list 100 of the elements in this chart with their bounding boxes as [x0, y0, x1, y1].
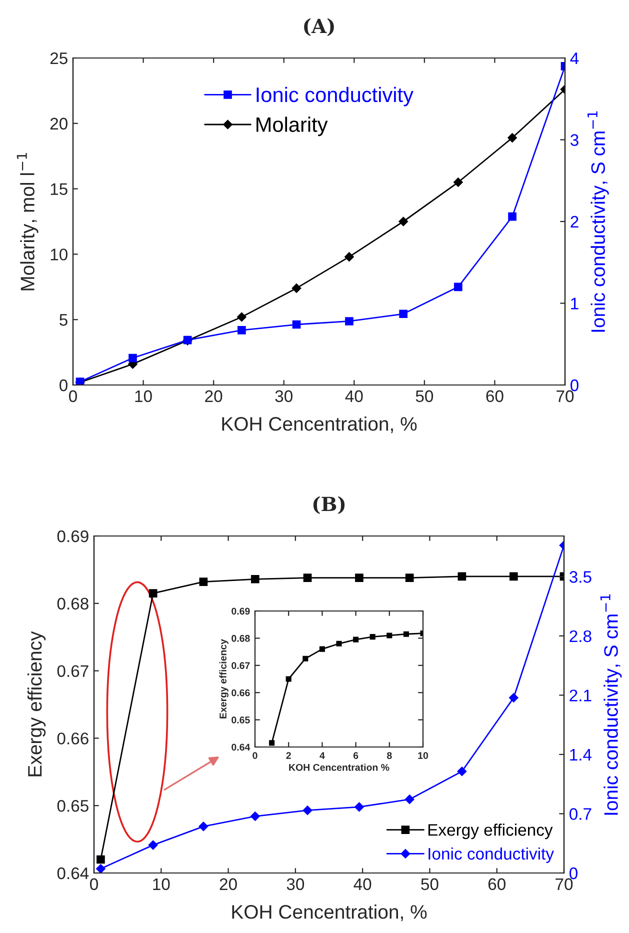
x-tick-label: 0 — [252, 752, 258, 759]
point — [345, 317, 354, 326]
point — [199, 578, 208, 586]
point — [509, 572, 518, 581]
point — [399, 310, 408, 318]
y-tick-label: 0.68 — [57, 598, 88, 610]
y-tick-label: 0 — [60, 379, 68, 392]
y2-tick-label: 0 — [570, 867, 578, 880]
point — [404, 794, 414, 804]
point — [454, 178, 463, 187]
point — [454, 282, 462, 292]
point — [508, 212, 516, 221]
y2-axis-title: Ionic conductivity, S cm$^{−1}$ — [600, 594, 622, 815]
y2-tick-label: 1.4 — [570, 749, 592, 760]
x-tick-label: 70 — [556, 390, 574, 402]
y-tick-label: 5 — [60, 314, 68, 326]
y2-tick-label: 3 — [570, 134, 578, 146]
point — [458, 572, 466, 581]
y-tick-label: 0.65 — [57, 800, 88, 812]
x-tick-label: 40 — [345, 390, 363, 402]
point — [292, 320, 301, 329]
x-tick-label: 30 — [286, 878, 304, 890]
point — [250, 812, 260, 821]
legend-label: Molarity — [256, 116, 328, 136]
x-tick-label: 2 — [286, 752, 291, 759]
point — [370, 634, 376, 640]
y2-tick-label: 2.8 — [570, 630, 592, 642]
x-tick-label: 10 — [153, 878, 170, 890]
point — [286, 676, 292, 682]
point — [457, 766, 467, 776]
point — [319, 646, 325, 652]
point — [292, 284, 302, 293]
point — [344, 252, 354, 262]
point — [336, 640, 342, 646]
x-tick-label: 20 — [220, 878, 237, 890]
y-tick-label: 0.69 — [232, 608, 250, 615]
chart-title: (B) — [313, 496, 345, 514]
point — [386, 632, 392, 638]
x-axis-title: KOH Cencentration % — [289, 764, 390, 771]
point — [303, 574, 312, 582]
y2-axis-title: Ionic conductivity, S cm$^{−1}$ — [587, 111, 609, 332]
legend-label: Ionic conductivity — [428, 847, 554, 863]
x-tick-label: 60 — [488, 878, 506, 890]
x-tick-label: 10 — [418, 752, 428, 759]
point — [148, 840, 158, 850]
point — [128, 354, 137, 362]
y-tick-label: 0.66 — [232, 689, 250, 696]
point — [238, 326, 246, 334]
x-tick-label: 30 — [275, 390, 292, 402]
point — [403, 631, 409, 637]
x-tick-label: 6 — [353, 752, 358, 759]
point — [405, 574, 414, 582]
x-axis-title: KOH Cencentration, % — [222, 416, 417, 434]
y-tick-label: 0.67 — [232, 662, 250, 670]
y-axis-title: Molarity, mol l$^{−1}$ — [16, 152, 38, 290]
y-tick-label: 0.69 — [57, 530, 88, 542]
y2-tick-label: 1 — [571, 298, 578, 310]
x-tick-label: 0 — [90, 878, 98, 890]
legend-label: Ionic conductivity — [256, 86, 414, 106]
y-tick-label: 20 — [50, 118, 68, 130]
y-axis-title: Exergy efficiency — [219, 639, 228, 718]
y-tick-label: 10 — [50, 248, 68, 260]
x-tick-label: 40 — [354, 878, 372, 890]
x-tick-label: 10 — [135, 390, 152, 402]
point — [353, 636, 359, 642]
y2-tick-label: 4 — [570, 52, 579, 64]
y-tick-label: 15 — [50, 183, 68, 196]
x-tick-label: 20 — [205, 390, 222, 402]
y2-tick-label: 0 — [570, 379, 578, 392]
legend-label: Exergy efficiency — [428, 824, 553, 840]
x-tick-label: 50 — [421, 878, 438, 890]
y2-tick-label: 3.5 — [569, 571, 592, 583]
point — [508, 133, 517, 142]
y-tick-label: 0.64 — [232, 744, 250, 751]
y-axis-title: Exergy efficiency — [27, 631, 46, 776]
y2-tick-label: 2 — [570, 216, 578, 228]
x-axis-title: KOH Cencentration, % — [232, 904, 427, 922]
y-tick-label: 0.64 — [57, 867, 89, 880]
y-tick-label: 0.66 — [57, 732, 88, 744]
y-tick-label: 0.67 — [57, 665, 88, 678]
y2-tick-label: 0.7 — [570, 808, 592, 820]
x-tick-label: 50 — [416, 390, 434, 402]
x-tick-label: 8 — [387, 752, 392, 759]
point — [269, 740, 275, 746]
point — [509, 693, 518, 702]
point — [302, 806, 312, 815]
x-tick-label: 60 — [486, 390, 504, 402]
point — [354, 802, 364, 812]
point — [198, 822, 208, 832]
point — [355, 574, 364, 582]
y-tick-label: 0.68 — [232, 634, 250, 642]
point — [96, 855, 105, 864]
point — [398, 216, 408, 226]
point — [302, 656, 308, 662]
y-tick-label: 0.65 — [232, 716, 250, 724]
point — [237, 312, 246, 322]
x-tick-label: 4 — [320, 752, 325, 759]
point — [250, 574, 260, 584]
x-tick-label: 70 — [556, 878, 573, 890]
chart-title: (A) — [304, 18, 334, 36]
